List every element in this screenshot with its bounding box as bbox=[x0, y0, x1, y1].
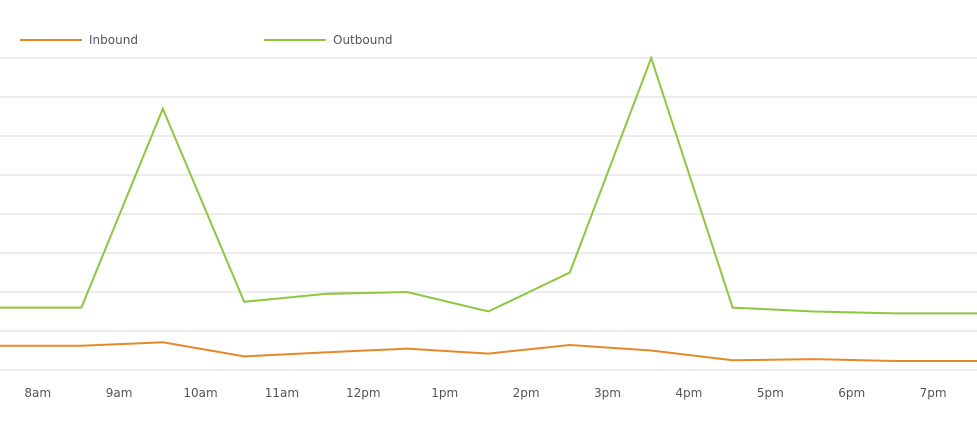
legend-label-outbound: Outbound bbox=[333, 33, 393, 47]
x-tick-label: 6pm bbox=[838, 386, 865, 400]
x-tick-label: 7pm bbox=[920, 386, 947, 400]
x-tick-label: 8am bbox=[24, 386, 51, 400]
x-tick-label: 3pm bbox=[594, 386, 621, 400]
x-tick-label: 11am bbox=[265, 386, 299, 400]
grid-lines bbox=[0, 57, 977, 371]
x-tick-label: 9am bbox=[106, 386, 133, 400]
x-tick-label: 12pm bbox=[346, 386, 381, 400]
x-tick-label: 1pm bbox=[431, 386, 458, 400]
legend-label-inbound: Inbound bbox=[89, 33, 138, 47]
series-lines bbox=[0, 54, 977, 362]
series-line-outbound bbox=[0, 54, 977, 315]
legend: Inbound Outbound bbox=[20, 33, 393, 47]
x-tick-label: 2pm bbox=[513, 386, 540, 400]
x-tick-label: 4pm bbox=[675, 386, 702, 400]
series-line-inbound bbox=[0, 341, 977, 362]
x-tick-label: 5pm bbox=[757, 386, 784, 400]
x-axis-ticks: 8am9am10am11am12pm1pm2pm3pm4pm5pm6pm7pm8… bbox=[24, 386, 947, 400]
x-tick-label: 10am bbox=[183, 386, 217, 400]
